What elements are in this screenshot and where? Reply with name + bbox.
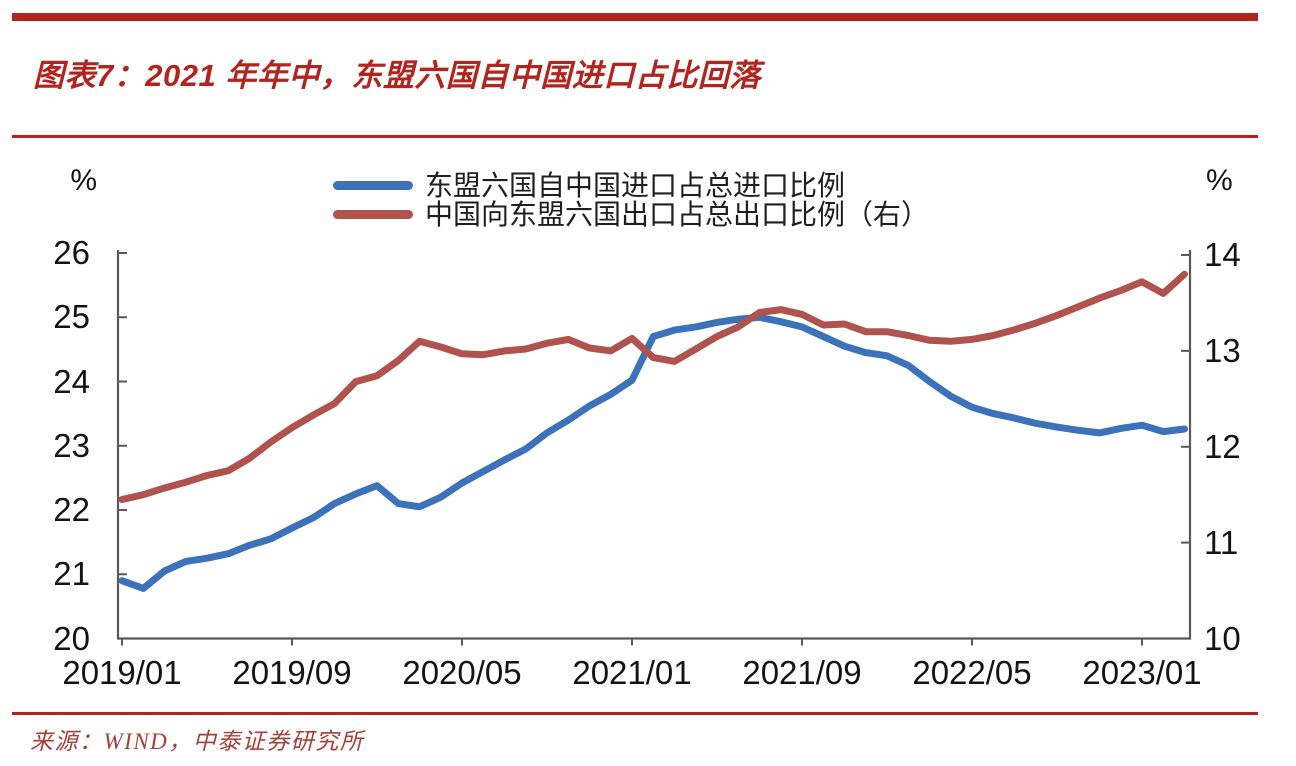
right-axis-tick-label: 10 [1204,619,1241,657]
chart-legend: 东盟六国自中国进口占总进口比例 中国向东盟六国出口占总出口比例（右） [333,171,929,229]
right-axis-tick-label: 11 [1204,523,1239,561]
left-axis-tick-label: 24 [53,362,90,400]
legend-label-export: 中国向东盟六国出口占总出口比例（右） [425,199,930,230]
legend-line-import-icon [333,181,413,190]
x-axis-tick-label: 2021/09 [742,654,862,691]
legend-label-import: 东盟六国自中国进口占总进口比例 [425,170,846,201]
x-axis-tick-label: 2021/01 [572,654,692,691]
right-axis-tick-label: 12 [1204,427,1241,465]
right-axis-unit-label: % [1206,164,1233,197]
left-axis-tick-label: 23 [53,426,90,464]
series-line-import [118,313,1188,592]
x-axis-tick-label: 2019/09 [232,654,352,691]
x-axis-tick-label: 2023/01 [1082,654,1202,691]
title-divider [12,135,1258,138]
left-axis-tick-label: 21 [53,555,90,593]
legend-item-import: 东盟六国自中国进口占总进口比例 [333,171,929,200]
right-axis-tick-label: 13 [1204,331,1241,369]
x-axis-tick-label: 2019/01 [62,654,182,691]
right-axis-tick-label: 14 [1204,236,1241,273]
footer-divider [12,712,1258,715]
left-axis-tick-label: 22 [53,491,90,528]
left-axis-tick-label: 25 [53,298,90,336]
series-line-export [118,270,1188,503]
x-axis-tick-label: 2020/05 [402,654,522,691]
x-axis-tick-label: 2022/05 [912,654,1032,691]
legend-line-export-icon [333,210,413,219]
left-axis-tick-label: 26 [53,234,90,271]
left-axis-unit-label: % [70,164,97,197]
figure-title: 图表7：2021 年年中，东盟六国自中国进口占比回落 [33,58,761,93]
top-accent-bar [12,13,1258,21]
source-note: 来源：WIND，中泰证券研究所 [30,729,365,754]
legend-item-export: 中国向东盟六国出口占总出口比例（右） [333,200,929,229]
left-axis-tick-label: 20 [53,619,90,657]
